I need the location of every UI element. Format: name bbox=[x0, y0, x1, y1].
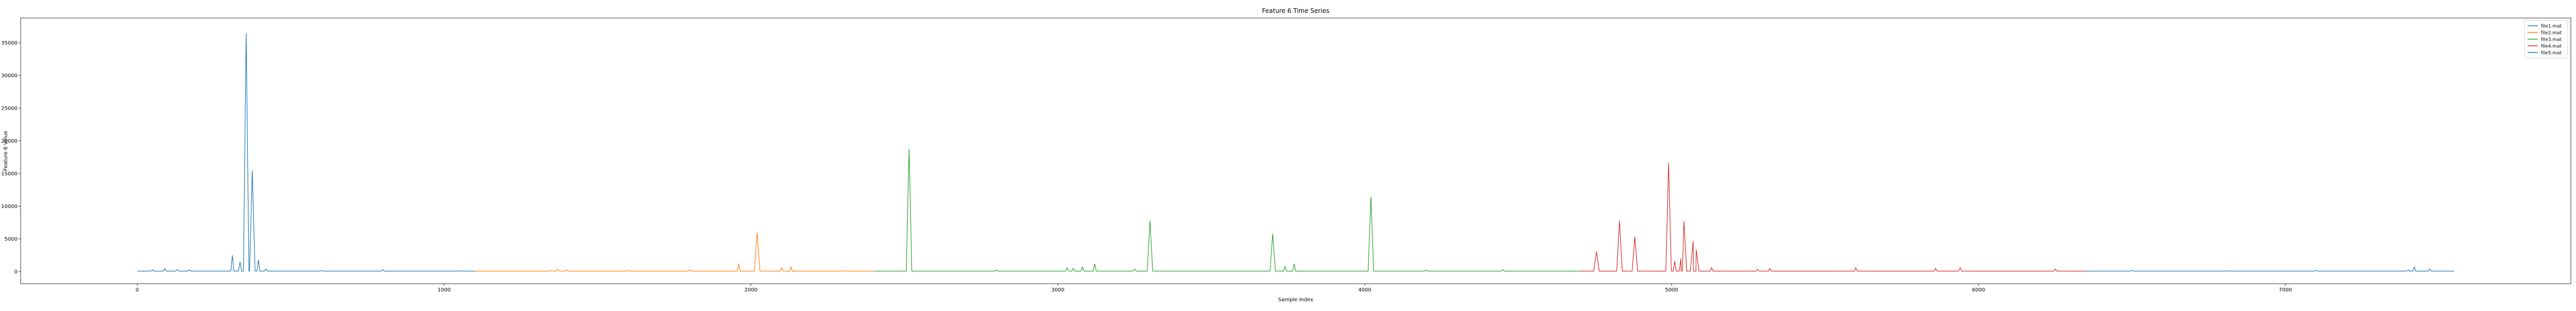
x-tick-label: 1000 bbox=[437, 287, 450, 293]
plot-frame bbox=[20, 18, 2571, 284]
y-tick-label: 0 bbox=[14, 269, 18, 275]
y-tick-label: 35000 bbox=[1, 41, 18, 46]
series-line-2 bbox=[474, 232, 874, 272]
x-tick-label: 3000 bbox=[1052, 287, 1064, 293]
y-tick-label: 15000 bbox=[1, 171, 18, 177]
series-line-4 bbox=[1580, 163, 2086, 272]
x-tick-label: 7000 bbox=[2279, 287, 2292, 293]
x-tick-label: 4000 bbox=[1358, 287, 1371, 293]
y-tick-label: 5000 bbox=[5, 237, 18, 243]
y-axis-label: Feature 6 Value bbox=[3, 131, 9, 171]
y-tick-label: 30000 bbox=[1, 73, 18, 79]
x-axis-label: Sample Index bbox=[1278, 297, 1313, 303]
legend-entry: file1.mat bbox=[2541, 24, 2562, 29]
x-tick-label: 5000 bbox=[1665, 287, 1678, 293]
x-tick-label: 2000 bbox=[744, 287, 757, 293]
y-tick-label: 20000 bbox=[1, 139, 18, 144]
legend-entry: file5.mat bbox=[2541, 51, 2562, 56]
legend-entry: file4.mat bbox=[2541, 44, 2562, 49]
series-line-1 bbox=[137, 33, 475, 272]
series-line-5 bbox=[2086, 266, 2454, 272]
legend-entry: file2.mat bbox=[2541, 31, 2562, 36]
y-tick-label: 25000 bbox=[1, 106, 18, 112]
x-tick-label: 6000 bbox=[1972, 287, 1985, 293]
chart-title: Feature 6 Time Series bbox=[1262, 7, 1330, 14]
y-tick-label: 10000 bbox=[1, 204, 18, 210]
legend-entry: file3.mat bbox=[2541, 38, 2562, 43]
x-tick-label: 0 bbox=[135, 287, 139, 293]
series-line-3 bbox=[874, 148, 1580, 272]
legend-box bbox=[2524, 20, 2568, 59]
